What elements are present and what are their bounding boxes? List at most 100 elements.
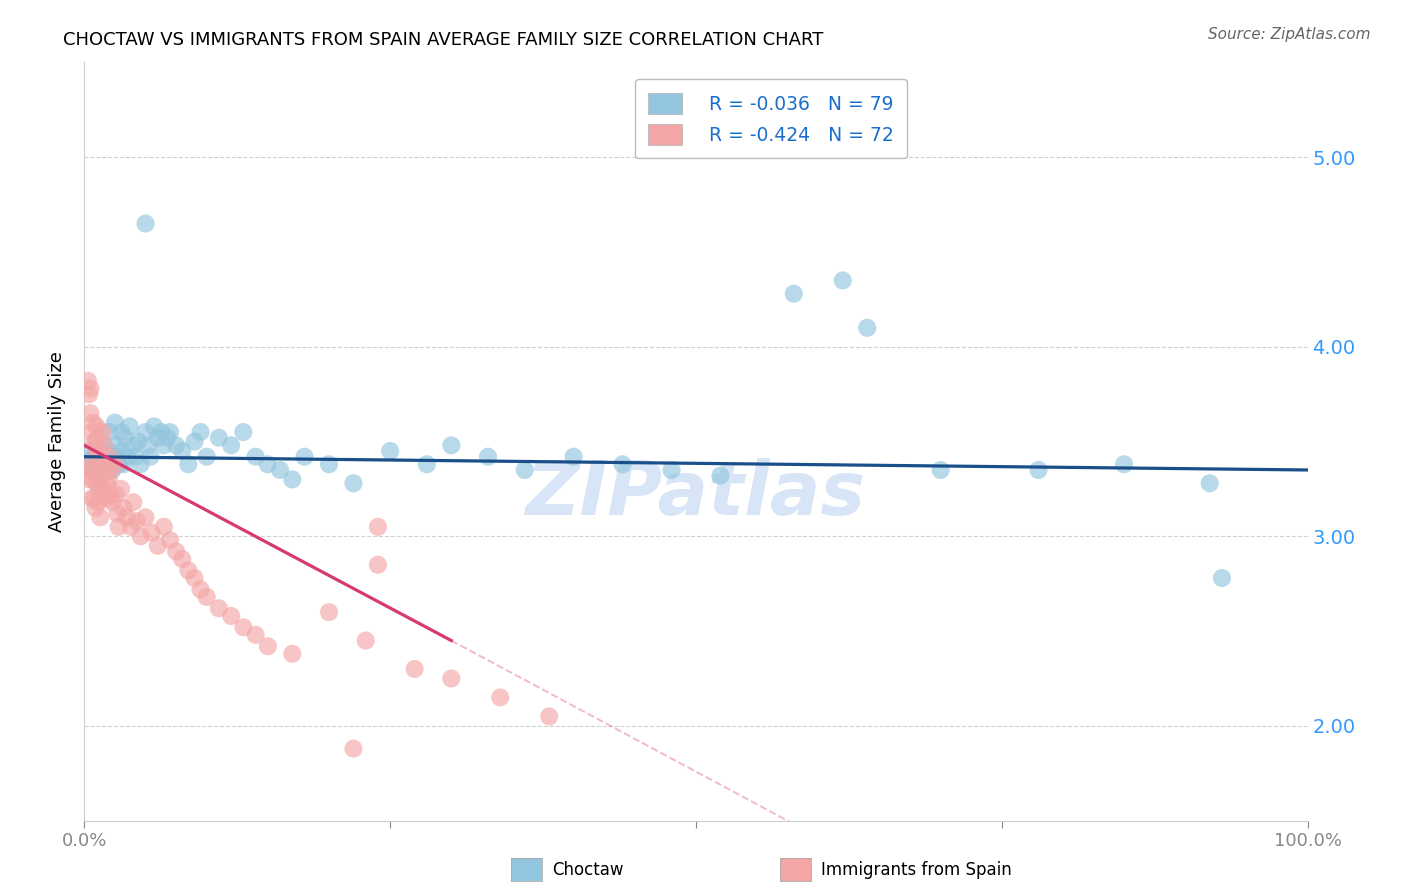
Point: [83, 450, 105, 464]
Point: [97, 463, 120, 477]
Point: [86, 444, 108, 458]
Point: [105, 450, 128, 464]
Point: [562, 450, 585, 464]
Point: [141, 525, 163, 540]
Point: [112, 500, 135, 515]
Point: [115, 510, 138, 524]
Point: [86, 473, 108, 487]
Point: [342, 741, 364, 756]
Point: [440, 438, 463, 452]
Point: [79, 453, 101, 467]
Point: [77, 473, 100, 487]
Point: [97, 450, 120, 464]
Point: [416, 458, 439, 472]
Point: [107, 520, 129, 534]
Point: [112, 458, 135, 472]
Point: [783, 286, 806, 301]
Point: [105, 487, 128, 501]
Point: [77, 458, 100, 472]
Point: [86, 419, 108, 434]
Point: [318, 605, 340, 619]
Point: [77, 374, 100, 388]
Point: [105, 438, 128, 452]
Point: [929, 463, 952, 477]
Point: [404, 662, 426, 676]
Point: [87, 444, 110, 458]
Point: [146, 431, 169, 445]
Point: [87, 458, 110, 472]
Point: [208, 601, 231, 615]
Point: [281, 473, 304, 487]
Point: [118, 419, 141, 434]
Point: [86, 476, 108, 491]
Point: [86, 434, 108, 449]
Y-axis label: Average Family Size: Average Family Size: [48, 351, 66, 532]
Point: [135, 425, 157, 439]
Point: [93, 438, 115, 452]
Point: [114, 431, 136, 445]
Point: [96, 476, 118, 491]
Point: [135, 510, 157, 524]
Point: [101, 495, 124, 509]
Text: Choctaw: Choctaw: [553, 861, 623, 879]
Point: [82, 416, 104, 430]
Point: [281, 647, 304, 661]
Point: [709, 468, 731, 483]
Point: [477, 450, 499, 464]
Text: ZIPatlas: ZIPatlas: [526, 458, 866, 531]
Point: [159, 425, 181, 439]
Point: [380, 444, 402, 458]
Point: [538, 709, 561, 723]
Point: [257, 640, 280, 654]
Point: [90, 468, 112, 483]
Point: [94, 450, 117, 464]
Point: [101, 463, 124, 477]
Text: CHOCTAW VS IMMIGRANTS FROM SPAIN AVERAGE FAMILY SIZE CORRELATION CHART: CHOCTAW VS IMMIGRANTS FROM SPAIN AVERAGE…: [63, 31, 824, 49]
Point: [93, 453, 115, 467]
Point: [84, 438, 107, 452]
Point: [91, 463, 114, 477]
Text: Immigrants from Spain: Immigrants from Spain: [821, 861, 1012, 879]
Point: [79, 463, 101, 477]
Point: [80, 491, 103, 506]
Point: [91, 425, 114, 439]
Point: [105, 507, 128, 521]
Point: [84, 458, 107, 472]
Point: [94, 458, 117, 472]
Point: [146, 539, 169, 553]
Point: [232, 425, 254, 439]
Point: [612, 458, 634, 472]
Point: [856, 321, 879, 335]
Point: [98, 458, 121, 472]
Point: [97, 425, 120, 439]
Point: [89, 468, 111, 483]
Legend:   R = -0.036   N = 79,   R = -0.424   N = 72: R = -0.036 N = 79, R = -0.424 N = 72: [636, 79, 907, 159]
Point: [367, 520, 389, 534]
Point: [87, 482, 110, 496]
Point: [440, 672, 463, 686]
Point: [150, 425, 173, 439]
Point: [122, 495, 145, 509]
Point: [219, 438, 242, 452]
Point: [318, 458, 340, 472]
Point: [110, 482, 132, 496]
Point: [135, 217, 157, 231]
Point: [342, 476, 364, 491]
Point: [97, 473, 120, 487]
Point: [80, 425, 103, 439]
Point: [96, 458, 118, 472]
Point: [87, 450, 110, 464]
Point: [89, 510, 111, 524]
Point: [143, 419, 166, 434]
Point: [139, 450, 162, 464]
Point: [89, 458, 111, 472]
Point: [190, 425, 212, 439]
Point: [100, 450, 122, 464]
Point: [208, 431, 231, 445]
Point: [1114, 458, 1136, 472]
Point: [111, 444, 134, 458]
Point: [97, 491, 120, 506]
Point: [129, 458, 152, 472]
Point: [91, 482, 114, 496]
Point: [115, 450, 138, 464]
